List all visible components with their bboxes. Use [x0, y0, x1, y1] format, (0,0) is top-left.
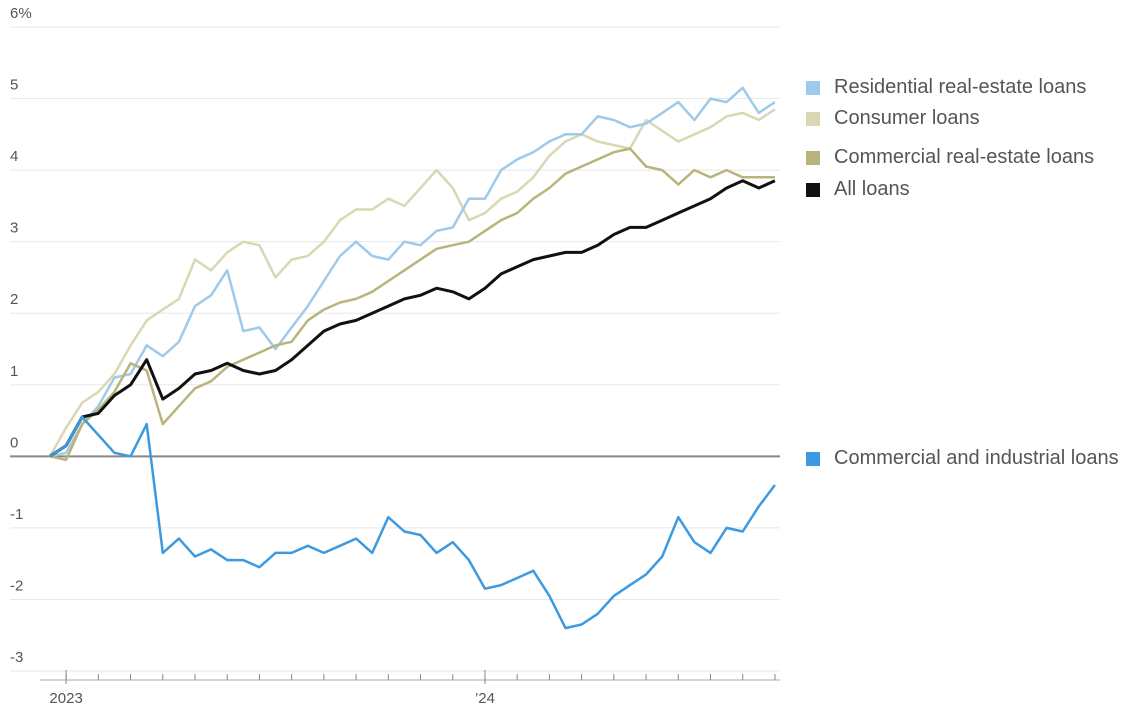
legend-swatch: [806, 452, 820, 466]
y-tick-label: 4: [10, 148, 18, 165]
y-tick-label: 5: [10, 77, 18, 94]
y-tick-label: 1: [10, 363, 18, 380]
y-tick-label: 2: [10, 291, 18, 308]
y-tick-label: -3: [10, 649, 23, 666]
y-tick-label: 3: [10, 220, 18, 237]
legend-swatch: [806, 183, 820, 197]
legend-item: Commercial and industrial loans: [806, 444, 1141, 473]
legend-label: Residential real-estate loans: [834, 76, 1087, 98]
legend-item: Residential real-estate loans: [806, 73, 1141, 102]
y-tick-label: -1: [10, 506, 23, 523]
x-tick-label: 2023: [49, 690, 82, 707]
line-series: [49, 86, 776, 458]
legend-label: All loans: [834, 178, 910, 200]
y-tick-label: 6%: [10, 5, 32, 22]
line-series: [49, 415, 776, 630]
legend-item: Commercial real-estate loans: [806, 143, 1141, 172]
legend-swatch: [806, 151, 820, 165]
legend-swatch: [806, 81, 820, 95]
y-tick-label: 0: [10, 434, 18, 451]
x-tick-label: ’24: [475, 690, 495, 707]
line-series: [48, 108, 776, 457]
line-series: [49, 147, 775, 462]
legend-item: Consumer loans: [806, 104, 1141, 133]
y-tick-label: -2: [10, 577, 23, 594]
legend-item: All loans: [806, 175, 1141, 204]
legend-label: Commercial real-estate loans: [834, 146, 1095, 168]
legend-label: Consumer loans: [834, 107, 980, 129]
legend-label: Commercial and industrial loans: [834, 447, 1119, 469]
legend-swatch: [806, 112, 820, 126]
line-series: [49, 179, 776, 458]
